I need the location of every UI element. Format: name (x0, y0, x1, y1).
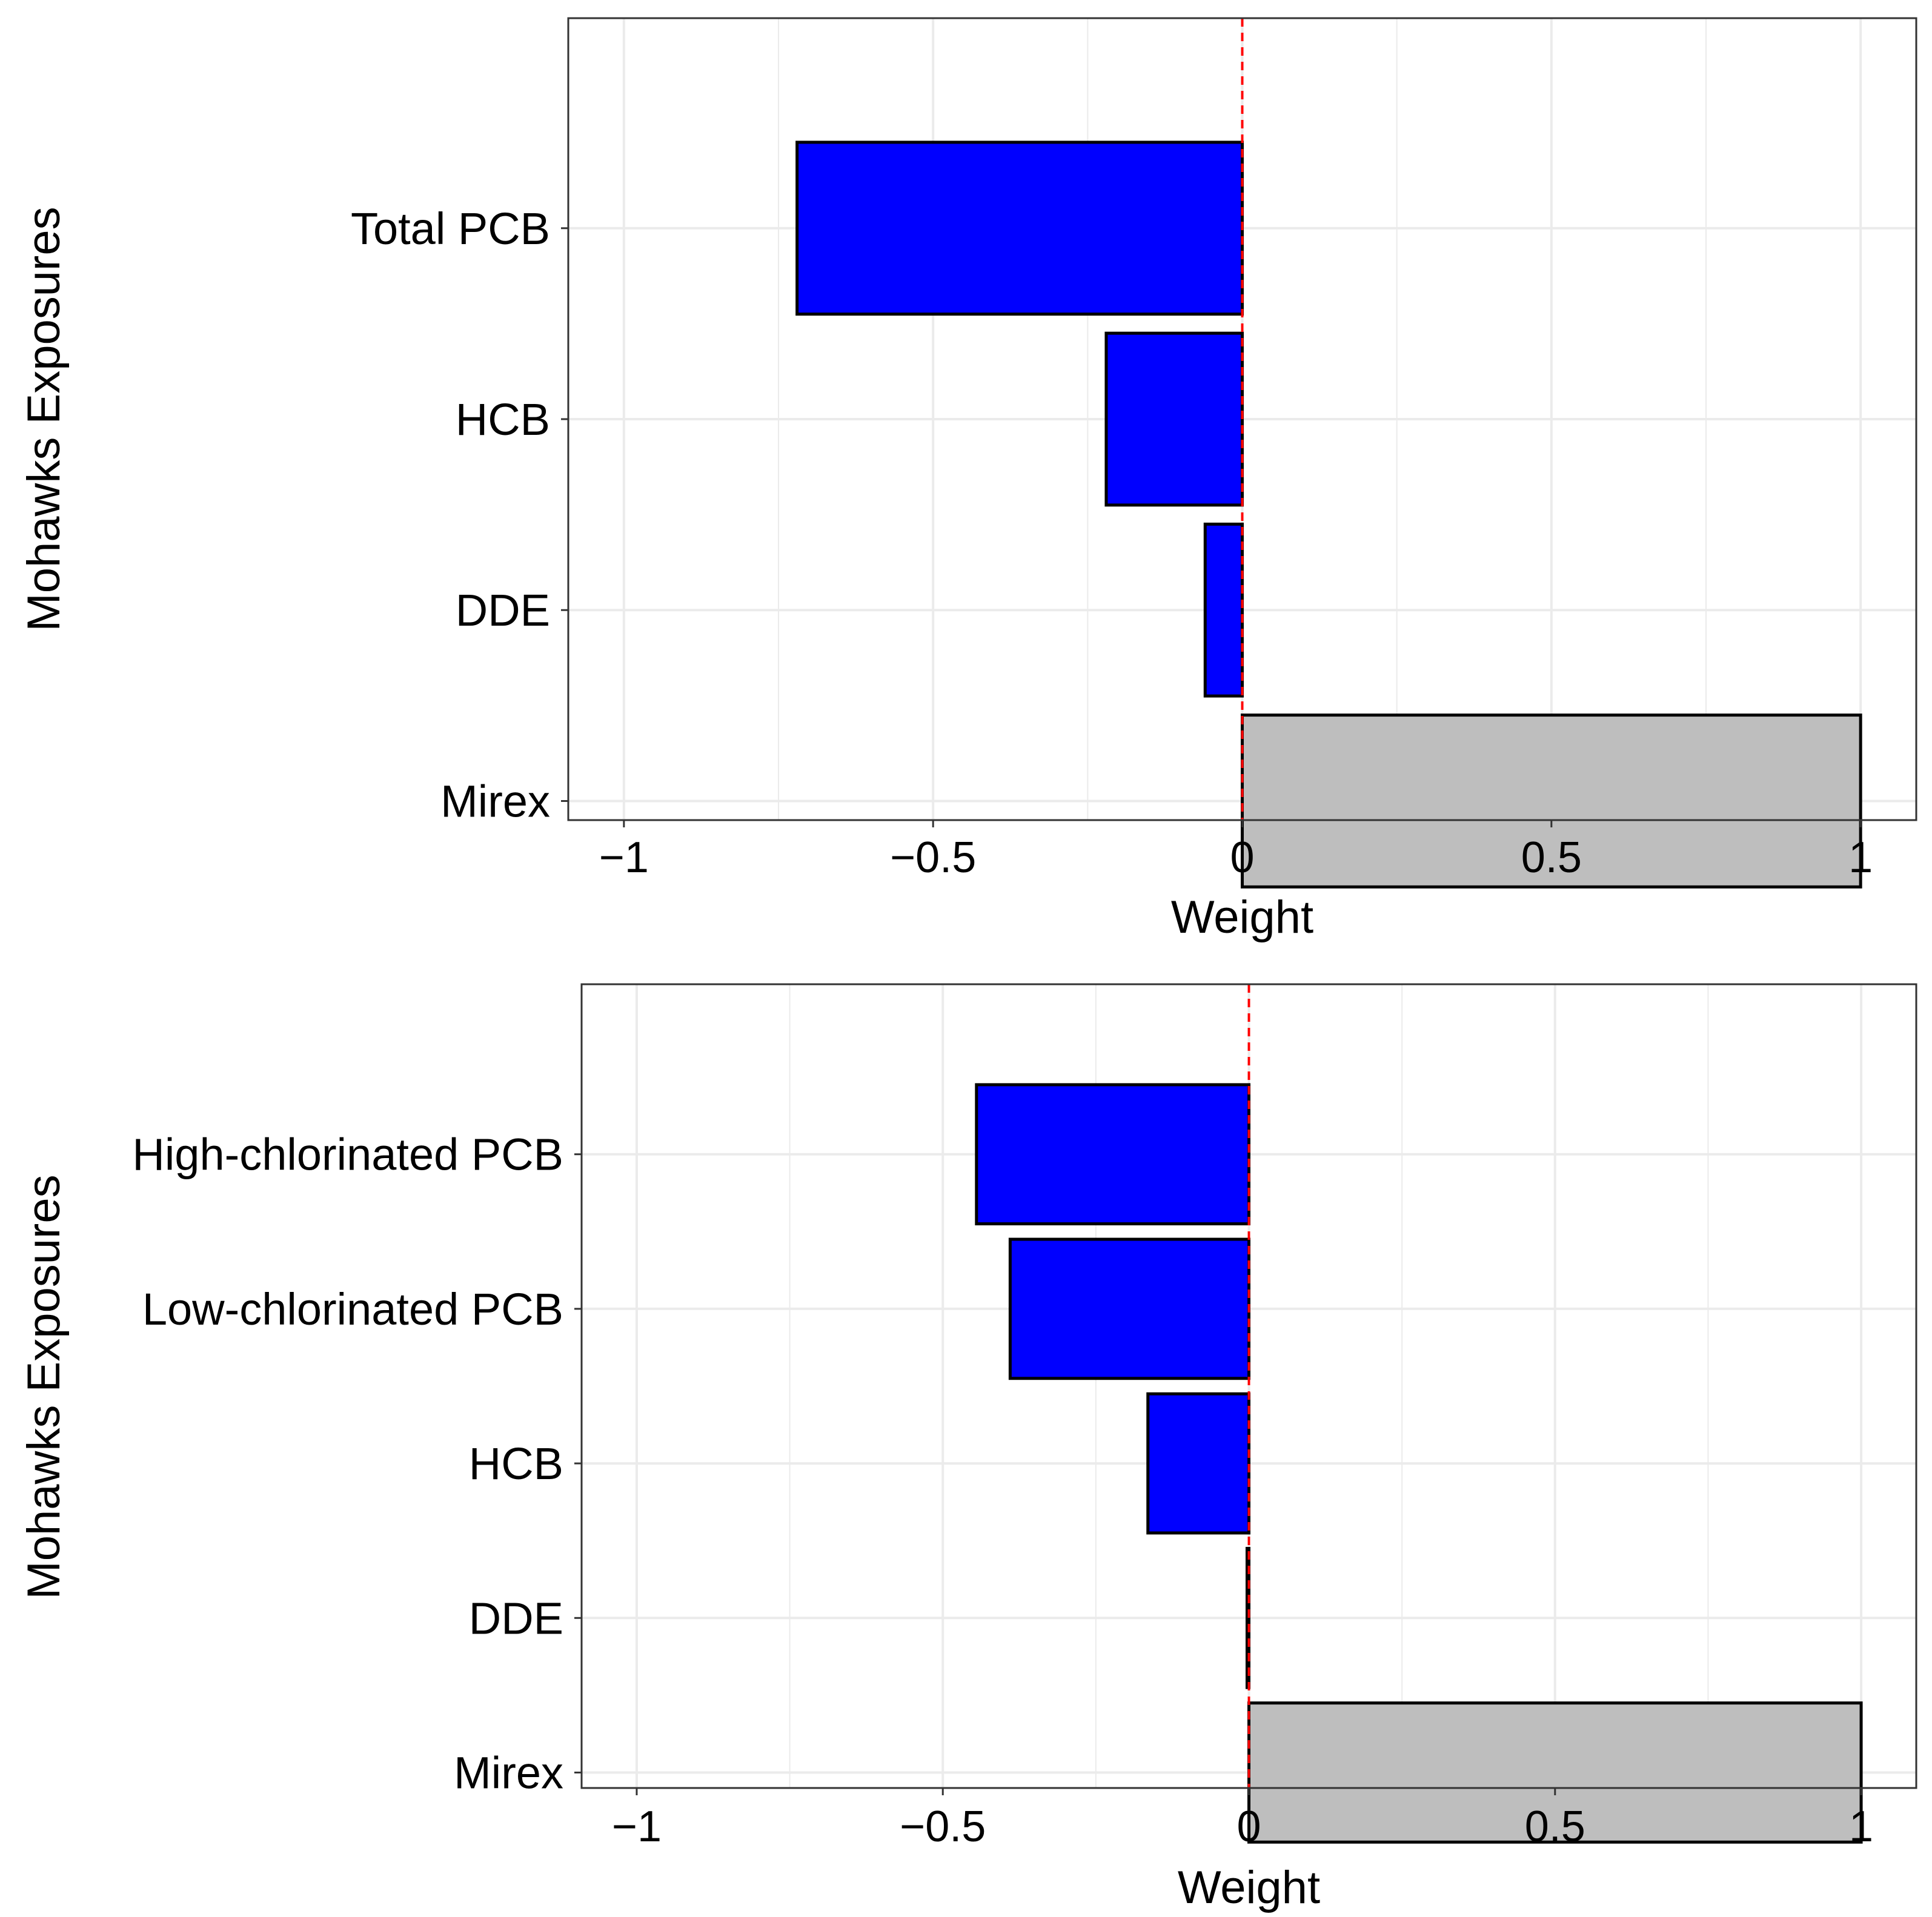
category-label: Mirex (440, 776, 550, 826)
category-label: Low-chlorinated PCB (142, 1284, 563, 1334)
x-tick-label: −0.5 (890, 833, 976, 882)
category-label: HCB (469, 1439, 563, 1489)
category-label: HCB (456, 394, 550, 445)
bar-dde (1203, 522, 1244, 698)
bar-total-pcb (795, 141, 1244, 316)
x-tick-label: 1 (1848, 833, 1873, 882)
bar-mirex (1247, 1701, 1863, 1844)
bar-mirex (1241, 713, 1862, 889)
chart-panel-2: High-chlorinated PCB Low-chlorinated PCB H… (18, 983, 1917, 1913)
category-label: DDE (456, 585, 550, 635)
category-label: Total PCB (351, 204, 550, 254)
category-label: DDE (469, 1593, 563, 1643)
bar-hcb (1104, 331, 1244, 507)
x-tick-label: −1 (612, 1803, 662, 1851)
x-tick-label: −1 (599, 833, 649, 882)
x-tick-label: 1 (1849, 1803, 1873, 1851)
x-axis-title: Weight (1178, 1862, 1320, 1913)
x-axis-title: Weight (1171, 892, 1313, 943)
x-tick-label: −0.5 (900, 1803, 986, 1851)
x-tick-label: 0.5 (1525, 1803, 1585, 1851)
bar-high-chlorinated-pcb (975, 1083, 1250, 1226)
category-label: Mirex (454, 1747, 563, 1798)
category-label: High-chlorinated PCB (132, 1130, 563, 1180)
chart-panel-1: Total PCB HCB DDE Mirex −1 −0.5 0 0.5 1 Weight Moh… (18, 17, 1917, 943)
x-tick-label: 0 (1230, 833, 1254, 882)
bar-hcb (1146, 1392, 1250, 1535)
y-axis-title: Mohawks Exposures (18, 1174, 70, 1599)
x-tick-label: 0 (1237, 1803, 1261, 1851)
x-tick-label: 0.5 (1521, 833, 1582, 882)
y-axis-title: Mohawks Exposures (18, 207, 70, 631)
bar-low-chlorinated-pcb (1008, 1237, 1251, 1380)
